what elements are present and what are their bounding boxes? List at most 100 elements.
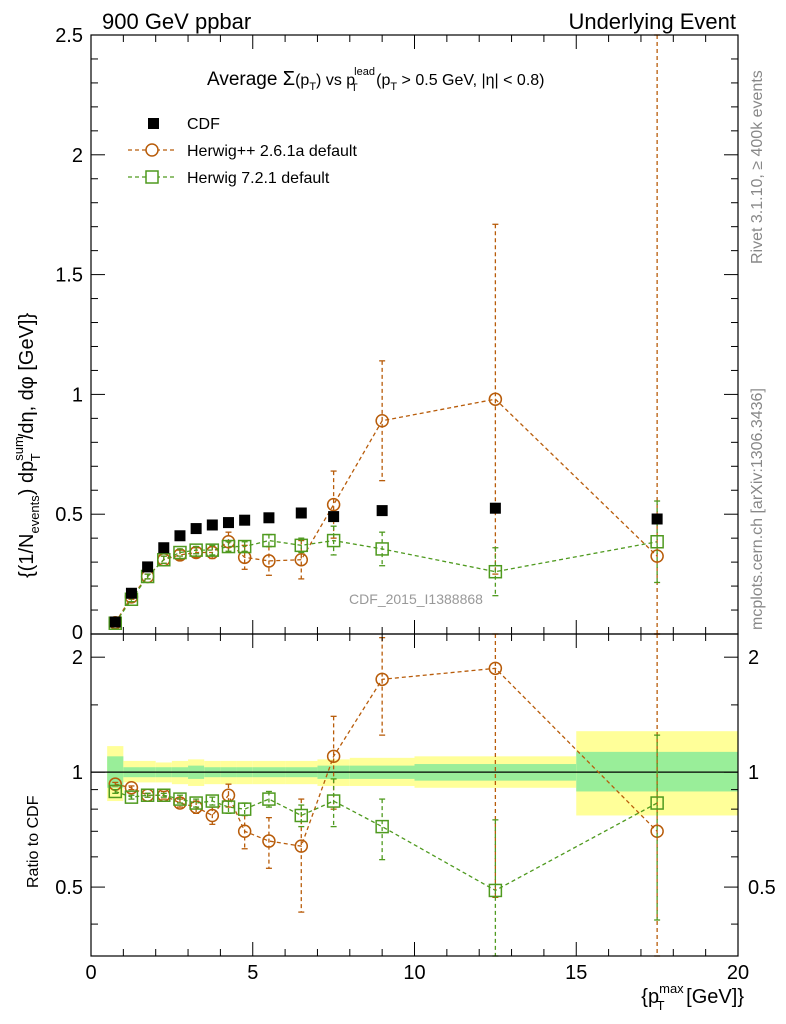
- ratio-ytick-label-right: 2: [748, 647, 759, 669]
- ratio-herwig7-point: [124, 790, 139, 804]
- ratio-panel: 0.5 0.51 12 20 5 10 15 20 Ratio to CDF {pmax T […: [25, 633, 776, 1013]
- main-herwigpp-point: [488, 392, 503, 406]
- ratio-herwig7-point: [262, 792, 276, 806]
- ratio-ytick-label-right: 1: [748, 762, 759, 784]
- legend-label-herwigpp: Herwig++ 2.6.1a default: [187, 143, 357, 160]
- ratio-herwigpp-point: [488, 661, 503, 676]
- ratio-xtick-label: 10: [403, 962, 425, 984]
- main-ytick-label: 0.5: [55, 504, 83, 526]
- main-ytick-label: 2.5: [55, 25, 83, 47]
- legend-entry-herwigpp: Herwig++ 2.6.1a default: [128, 143, 357, 160]
- ratio-herwig7-point: [488, 883, 503, 898]
- ratio-herwig7-point: [221, 800, 236, 814]
- main-cdf-point: [190, 523, 202, 535]
- ratio-herwigpp-point: [294, 839, 309, 853]
- main-herwigpp-point: [262, 554, 276, 568]
- main-cdf-point: [222, 517, 234, 529]
- main-cdf-point: [263, 512, 275, 524]
- ratio-herwigpp-point: [124, 781, 139, 795]
- ratio-herwig7-point: [326, 794, 341, 808]
- ratio-herwig7-point: [237, 802, 252, 816]
- main-cdf-point: [239, 514, 251, 526]
- ratio-herwig7-point: [157, 788, 171, 802]
- ratio-ytick-label-right: 0.5: [748, 877, 776, 899]
- main-herwig7-point: [205, 543, 220, 557]
- main-herwig7-point: [488, 564, 503, 579]
- main-herwig7-point: [157, 552, 171, 567]
- ratio-herwigpp-point: [237, 824, 252, 839]
- main-herwig7-point: [173, 545, 187, 560]
- main-cdf-point: [206, 519, 218, 531]
- ratio-herwig7-point: [294, 808, 309, 823]
- main-ylabel: {(1/Nevents) dpsum T/dη, dφ [GeV]}: [11, 313, 43, 578]
- ratio-herwigpp-point: [650, 824, 664, 839]
- main-cdf-point: [142, 561, 154, 573]
- ratio-ticks: 0.5 0.51 12 20 5 10 15 20: [55, 634, 776, 984]
- main-cdf-point: [109, 616, 121, 628]
- ratio-herwig7-point: [189, 796, 203, 810]
- rivet-label: Rivet 3.1.10, ≥ 400k events: [749, 70, 766, 264]
- main-cdf-point: [158, 542, 170, 554]
- mcplots-label: mcplots.cern.ch [arXiv:1306.3436]: [749, 388, 766, 630]
- main-herwig7-point: [262, 533, 276, 548]
- legend-marker-herwig7: [145, 170, 159, 184]
- legend: CDF Herwig++ 2.6.1a default Herwig 7.2.1…: [128, 116, 357, 187]
- main-herwigpp-point: [294, 552, 309, 567]
- ratio-herwig7-point: [108, 784, 123, 799]
- legend-entry-herwig7: Herwig 7.2.1 default: [128, 170, 330, 187]
- ratio-herwig7-point: [650, 796, 664, 810]
- header-left: 900 GeV ppbar: [102, 9, 251, 34]
- main-cdf-point: [174, 530, 186, 542]
- main-cdf-point: [489, 502, 501, 514]
- ratio-herwig7-point: [173, 792, 187, 806]
- main-ytick-label: 1.5: [55, 265, 83, 287]
- ratio-herwigpp-point: [262, 834, 276, 848]
- legend-marker-cdf: [148, 118, 159, 129]
- ratio-herwig7-point: [375, 819, 389, 834]
- ratio-xlabel: {pmax T [GeV]}: [641, 981, 744, 1013]
- legend-label-cdf: CDF: [187, 116, 220, 133]
- main-title: Average Σ(pT) vs plead T (pT > 0.5 GeV, |…: [207, 66, 544, 94]
- main-herwig7-point: [189, 543, 203, 557]
- watermark: CDF_2015_I1388868: [349, 591, 483, 607]
- ratio-xtick-label: 5: [247, 962, 258, 984]
- main-herwig7-point: [650, 535, 664, 549]
- main-panel: CDF_2015_I1388868 0 0.5 1 1.5 2 2.5 Average Σ…: [11, 25, 739, 644]
- main-ytick-label: 1: [72, 384, 83, 406]
- legend-marker-herwigpp: [145, 143, 159, 157]
- header-right: Underlying Event: [568, 9, 736, 34]
- ratio-ytick-label-left: 1: [72, 762, 83, 784]
- main-herwig7-point: [237, 539, 252, 554]
- main-herwigpp-point: [375, 414, 389, 428]
- ratio-xtick-label: 15: [565, 962, 587, 984]
- main-cdf-point: [328, 511, 340, 523]
- ratio-xtick-label: 20: [727, 962, 749, 984]
- legend-entry-cdf: CDF: [148, 116, 220, 133]
- ratio-herwigpp-point: [205, 808, 220, 823]
- ratio-ytick-label-left: 2: [72, 647, 83, 669]
- main-cdf-point: [295, 507, 307, 519]
- main-herwig7-point: [221, 539, 236, 554]
- main-cdf-point: [376, 505, 388, 517]
- ratio-ytick-label-left: 0.5: [55, 877, 83, 899]
- main-marks: [108, 34, 664, 635]
- ratio-herwig7-point: [205, 794, 220, 808]
- ratio-herwigpp-point: [326, 749, 341, 764]
- main-ytick-label: 0: [72, 622, 83, 644]
- main-cdf-point: [651, 513, 663, 525]
- legend-label-herwig7: Herwig 7.2.1 default: [187, 170, 330, 187]
- main-herwig7-point: [294, 538, 309, 553]
- main-ticks: 0 0.5 1 1.5 2 2.5: [55, 25, 739, 644]
- ratio-herwigpp-line: [115, 667, 658, 847]
- main-herwig7-point: [375, 542, 389, 556]
- ratio-ylabel: Ratio to CDF: [25, 795, 42, 888]
- main-herwigpp-point: [326, 497, 341, 512]
- ratio-xtick-label: 0: [85, 962, 96, 984]
- main-cdf-point: [125, 587, 137, 599]
- ratio-herwig7-point: [140, 788, 155, 802]
- ratio-herwigpp-point: [375, 672, 389, 687]
- main-ytick-label: 2: [72, 145, 83, 167]
- ratio-marks: [91, 633, 738, 957]
- main-herwig7-point: [326, 533, 341, 548]
